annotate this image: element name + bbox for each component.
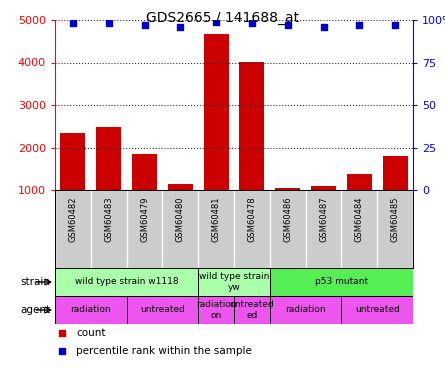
Text: percentile rank within the sample: percentile rank within the sample [77,346,252,356]
Point [59,348,66,354]
Bar [96,127,121,190]
Bar [132,154,157,190]
Point [59,330,66,336]
Text: GSM60482: GSM60482 [69,196,77,242]
Point [356,22,363,28]
Text: radiation: radiation [70,306,111,315]
Bar [270,268,413,296]
Point [284,22,291,28]
Text: strain: strain [20,277,51,287]
Point [177,24,184,30]
Bar [198,268,270,296]
Bar [203,34,229,190]
Bar [239,62,264,190]
Text: radiation
on: radiation on [196,300,236,320]
Text: GSM60484: GSM60484 [355,196,364,242]
Text: count: count [77,327,106,338]
Bar [168,184,193,190]
Text: radiation: radiation [285,306,326,315]
Bar [234,296,270,324]
Bar [55,268,198,296]
Bar [347,174,372,190]
Text: GSM60480: GSM60480 [176,196,185,242]
Text: GSM60486: GSM60486 [283,196,292,242]
Text: wild type strain w1118: wild type strain w1118 [75,278,178,286]
Point [320,24,327,30]
Bar [275,188,300,190]
Bar [126,296,198,324]
Text: GSM60481: GSM60481 [212,196,221,242]
Bar [55,296,126,324]
Text: GSM60485: GSM60485 [391,196,400,242]
Text: GSM60478: GSM60478 [247,196,256,242]
Text: GSM60487: GSM60487 [319,196,328,242]
Point [392,22,399,28]
Bar [383,156,408,190]
Text: p53 mutant: p53 mutant [315,278,368,286]
Bar [61,133,85,190]
Bar [198,296,234,324]
Text: agent: agent [20,305,51,315]
Point [105,20,112,26]
Point [213,19,220,25]
Text: untreated: untreated [140,306,185,315]
Text: GDS2665 / 141688_at: GDS2665 / 141688_at [146,11,299,25]
Text: untreated: untreated [355,306,400,315]
Bar [270,296,341,324]
Text: wild type strain
yw: wild type strain yw [199,272,269,292]
Point [69,20,77,26]
Bar [341,296,413,324]
Text: untreated
ed: untreated ed [230,300,274,320]
Point [248,20,255,26]
Text: GSM60483: GSM60483 [104,196,113,242]
Text: GSM60479: GSM60479 [140,196,149,242]
Point [141,22,148,28]
Bar [311,186,336,190]
